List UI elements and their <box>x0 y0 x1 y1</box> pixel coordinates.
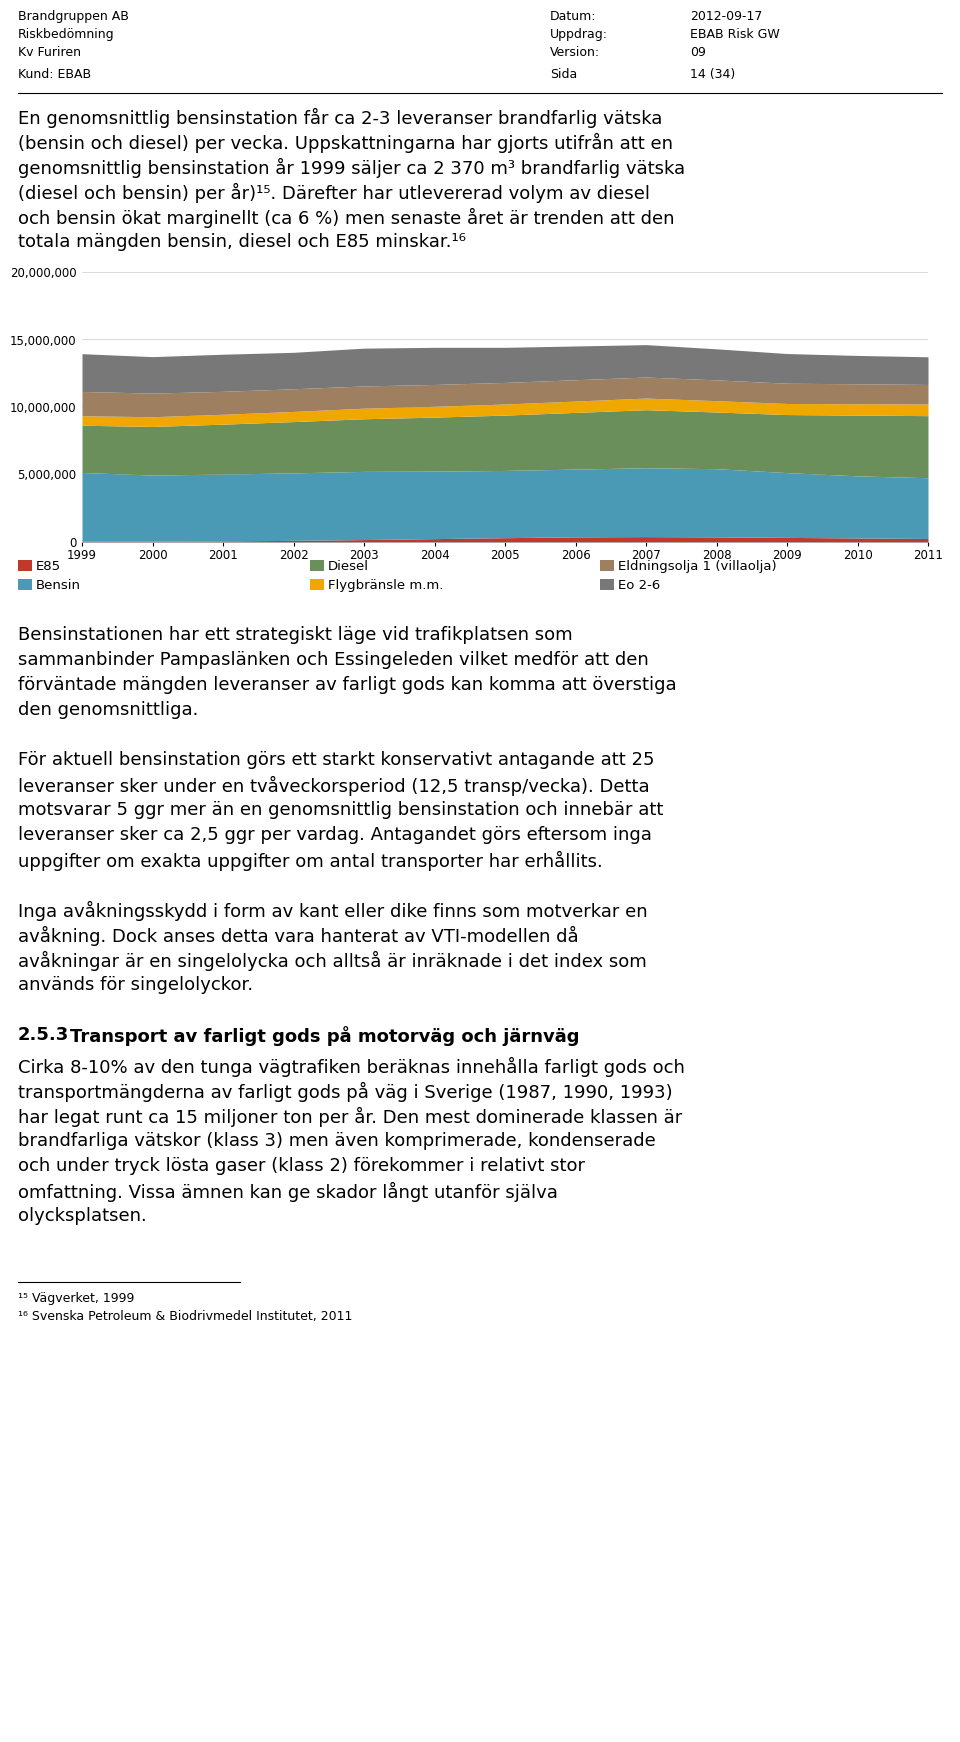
Text: uppgifter om exakta uppgifter om antal transporter har erhållits.: uppgifter om exakta uppgifter om antal t… <box>18 852 603 871</box>
Text: och bensin ökat marginellt (ca 6 %) men senaste året är trenden att den: och bensin ökat marginellt (ca 6 %) men … <box>18 207 675 228</box>
Text: För aktuell bensinstation görs ett starkt konservativt antagande att 25: För aktuell bensinstation görs ett stark… <box>18 751 655 768</box>
Text: (bensin och diesel) per vecka. Uppskattningarna har gjorts utifrån att en: (bensin och diesel) per vecka. Uppskattn… <box>18 132 673 153</box>
Text: avåkning. Dock anses detta vara hanterat av VTI-modellen då: avåkning. Dock anses detta vara hanterat… <box>18 927 579 946</box>
Text: Sida: Sida <box>550 68 577 80</box>
Text: och under tryck lösta gaser (klass 2) förekommer i relativt stor: och under tryck lösta gaser (klass 2) fö… <box>18 1157 585 1176</box>
Text: har legat runt ca 15 miljoner ton per år. Den mest dominerade klassen är: har legat runt ca 15 miljoner ton per år… <box>18 1106 683 1127</box>
Text: används för singelolyckor.: används för singelolyckor. <box>18 976 253 995</box>
Text: totala mängden bensin, diesel och E85 minskar.¹⁶: totala mängden bensin, diesel och E85 mi… <box>18 233 466 251</box>
Text: sammanbinder Pampaslänken och Essingeleden vilket medför att den: sammanbinder Pampaslänken och Essingeled… <box>18 652 649 669</box>
Text: Version:: Version: <box>550 45 600 59</box>
Text: Uppdrag:: Uppdrag: <box>550 28 608 42</box>
Text: Cirka 8-10% av den tunga vägtrafiken beräknas innehålla farligt gods och: Cirka 8-10% av den tunga vägtrafiken ber… <box>18 1057 684 1077</box>
Text: Kv Furiren: Kv Furiren <box>18 45 81 59</box>
Text: transportmängderna av farligt gods på väg i Sverige (1987, 1990, 1993): transportmängderna av farligt gods på vä… <box>18 1082 673 1103</box>
Text: motsvarar 5 ggr mer än en genomsnittlig bensinstation och innebär att: motsvarar 5 ggr mer än en genomsnittlig … <box>18 801 663 819</box>
Text: 2.5.3: 2.5.3 <box>18 1026 69 1043</box>
Text: Eo 2-6: Eo 2-6 <box>618 578 660 592</box>
Text: Brandgruppen AB: Brandgruppen AB <box>18 10 129 23</box>
Text: Flygbränsle m.m.: Flygbränsle m.m. <box>328 578 444 592</box>
Text: Eldningsolja 1 (villaolja): Eldningsolja 1 (villaolja) <box>618 559 777 573</box>
Text: EBAB Risk GW: EBAB Risk GW <box>690 28 780 42</box>
Text: olycksplatsen.: olycksplatsen. <box>18 1207 147 1225</box>
Text: Bensinstationen har ett strategiskt läge vid trafikplatsen som: Bensinstationen har ett strategiskt läge… <box>18 625 572 645</box>
Text: Kund: EBAB: Kund: EBAB <box>18 68 91 80</box>
Text: brandfarliga vätskor (klass 3) men även komprimerade, kondenserade: brandfarliga vätskor (klass 3) men även … <box>18 1132 656 1150</box>
Text: leveranser sker under en tvåveckorsperiod (12,5 transp/vecka). Detta: leveranser sker under en tvåveckorsperio… <box>18 775 650 796</box>
Text: Transport av farligt gods på motorväg och järnväg: Transport av farligt gods på motorväg oc… <box>70 1026 580 1045</box>
Text: Bensin: Bensin <box>36 578 81 592</box>
Text: Inga avåkningsskydd i form av kant eller dike finns som motverkar en: Inga avåkningsskydd i form av kant eller… <box>18 901 648 922</box>
Text: avåkningar är en singelolycka och alltså är inräknade i det index som: avåkningar är en singelolycka och alltså… <box>18 951 647 970</box>
Text: Riskbedömning: Riskbedömning <box>18 28 114 42</box>
Text: ¹⁵ Vägverket, 1999: ¹⁵ Vägverket, 1999 <box>18 1293 134 1305</box>
Text: leveranser sker ca 2,5 ggr per vardag. Antagandet görs eftersom inga: leveranser sker ca 2,5 ggr per vardag. A… <box>18 826 652 845</box>
Text: Datum:: Datum: <box>550 10 596 23</box>
Text: Diesel: Diesel <box>328 559 369 573</box>
Text: 2012-09-17: 2012-09-17 <box>690 10 762 23</box>
Text: En genomsnittlig bensinstation får ca 2-3 leveranser brandfarlig vätska: En genomsnittlig bensinstation får ca 2-… <box>18 108 662 129</box>
Text: E85: E85 <box>36 559 61 573</box>
Text: förväntade mängden leveranser av farligt gods kan komma att överstiga: förväntade mängden leveranser av farligt… <box>18 676 677 693</box>
Text: 09: 09 <box>690 45 706 59</box>
Text: (diesel och bensin) per år)¹⁵. Därefter har utlevererad volym av diesel: (diesel och bensin) per år)¹⁵. Därefter … <box>18 183 650 204</box>
Text: genomsnittlig bensinstation år 1999 säljer ca 2 370 m³ brandfarlig vätska: genomsnittlig bensinstation år 1999 sälj… <box>18 159 685 178</box>
Text: 14 (34): 14 (34) <box>690 68 735 80</box>
Text: den genomsnittliga.: den genomsnittliga. <box>18 700 199 719</box>
Text: ¹⁶ Svenska Petroleum & Biodrivmedel Institutet, 2011: ¹⁶ Svenska Petroleum & Biodrivmedel Inst… <box>18 1310 352 1322</box>
Text: omfattning. Vissa ämnen kan ge skador långt utanför själva: omfattning. Vissa ämnen kan ge skador lå… <box>18 1183 558 1202</box>
